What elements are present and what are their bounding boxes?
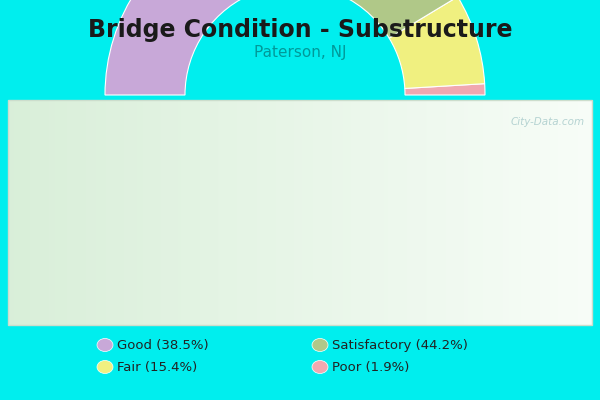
Text: Poor (1.9%): Poor (1.9%) <box>332 360 409 374</box>
Ellipse shape <box>97 338 113 352</box>
Text: Bridge Condition - Substructure: Bridge Condition - Substructure <box>88 18 512 42</box>
Wedge shape <box>389 0 485 88</box>
Text: Paterson, NJ: Paterson, NJ <box>254 44 346 60</box>
Text: Satisfactory (44.2%): Satisfactory (44.2%) <box>332 338 468 352</box>
Wedge shape <box>105 0 256 95</box>
Wedge shape <box>405 84 485 95</box>
Wedge shape <box>228 0 458 38</box>
Text: Good (38.5%): Good (38.5%) <box>117 338 209 352</box>
Text: Fair (15.4%): Fair (15.4%) <box>117 360 197 374</box>
Ellipse shape <box>312 360 328 374</box>
Bar <box>8 100 592 325</box>
Text: City-Data.com: City-Data.com <box>511 117 585 127</box>
Ellipse shape <box>312 338 328 352</box>
Ellipse shape <box>97 360 113 374</box>
